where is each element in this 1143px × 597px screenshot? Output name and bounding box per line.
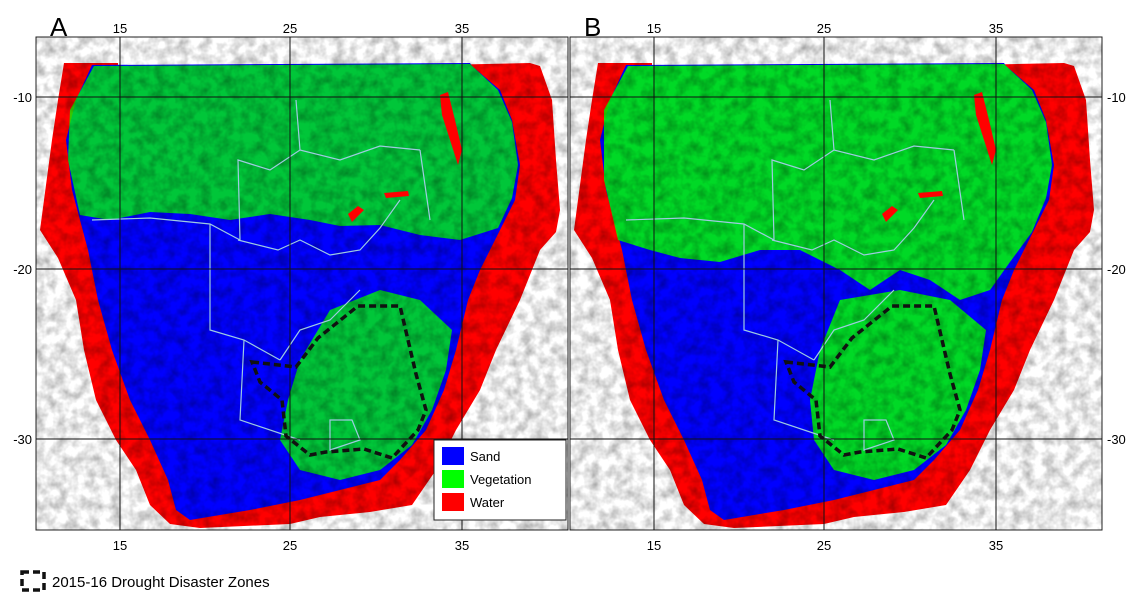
- class-legend: Sand Vegetation Water: [433, 439, 567, 521]
- panel-a-lake: [440, 92, 462, 165]
- panel-b-label: B: [584, 12, 601, 42]
- panel-b-y-tick: -10: [1107, 90, 1126, 105]
- panel-a: A 15 25 35 15 25 35 -10 -20 -30 Sand Veg…: [13, 12, 569, 553]
- panel-b-lake: [882, 206, 898, 222]
- legend-label-water: Water: [470, 495, 505, 510]
- panel-a-x-tick-top: 35: [455, 21, 469, 36]
- panel-b-lake: [918, 191, 943, 198]
- panel-b-x-tick-top: 25: [817, 21, 831, 36]
- drought-zone-legend-label: 2015-16 Drought Disaster Zones: [52, 574, 270, 591]
- legend-swatch-sand: [442, 447, 464, 465]
- panel-b-x-tick-top: 15: [647, 21, 661, 36]
- panel-b-drought-zone-outline: [783, 304, 962, 461]
- panel-b-y-tick: -20: [1107, 262, 1126, 277]
- panel-a-lake: [384, 191, 409, 198]
- drought-zone-legend: 2015-16 Drought Disaster Zones: [20, 570, 270, 592]
- panel-b-texture: [570, 37, 1102, 530]
- panel-b-y-tick: -30: [1107, 432, 1126, 447]
- legend-label-vegetation: Vegetation: [470, 472, 531, 487]
- panel-b-grid: [570, 37, 1102, 530]
- panel-a-y-tick: -20: [13, 262, 32, 277]
- drought-zone-legend-swatch: [20, 570, 46, 592]
- panel-a-drought-zone-outline: [249, 304, 428, 461]
- panel-b-borders: [625, 99, 965, 451]
- legend-swatch-vegetation: [442, 470, 464, 488]
- panel-b-lake: [974, 92, 996, 165]
- panel-b-map: [570, 37, 1102, 530]
- panel-a-x-tick-top: 15: [113, 21, 127, 36]
- panel-b-x-tick-bottom: 15: [647, 538, 661, 553]
- panel-b: B 15 25 35 15 25 35 -10 -20 -30: [569, 12, 1126, 553]
- panel-a-x-tick-bottom: 15: [113, 538, 127, 553]
- panel-a-y-tick: -10: [13, 90, 32, 105]
- panel-b-x-tick-bottom: 35: [989, 538, 1003, 553]
- panel-a-label: A: [50, 12, 68, 42]
- panel-a-x-tick-bottom: 25: [283, 538, 297, 553]
- panel-b-x-tick-bottom: 25: [817, 538, 831, 553]
- legend-swatch-water: [442, 493, 464, 511]
- legend-label-sand: Sand: [470, 449, 500, 464]
- panel-a-y-tick: -30: [13, 432, 32, 447]
- panel-a-lake: [348, 206, 364, 222]
- panel-a-x-tick-bottom: 35: [455, 538, 469, 553]
- panel-a-borders: [91, 99, 431, 451]
- panel-b-x-tick-top: 35: [989, 21, 1003, 36]
- panel-a-x-tick-top: 25: [283, 21, 297, 36]
